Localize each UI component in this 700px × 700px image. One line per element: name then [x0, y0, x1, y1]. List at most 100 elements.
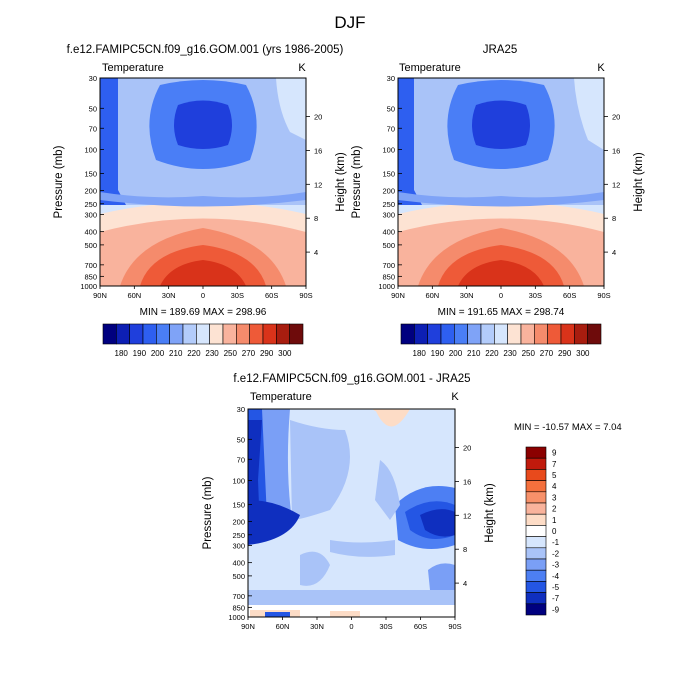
panel-reanalysis: JRA25 Temperature K 30507010015020025030…: [351, 44, 645, 358]
temperature-field: [100, 78, 306, 286]
x-tick-label: 30N: [162, 291, 176, 300]
colorbar-swatch: [222, 323, 237, 345]
colorbar-swatch: [534, 323, 548, 345]
colorbar-label: -1: [552, 538, 560, 547]
colorbar-label: 220: [187, 349, 201, 358]
colorbar-swatch: [427, 323, 442, 345]
x-tick-label: 30N: [310, 622, 324, 631]
colorbar-swatch: [156, 323, 170, 345]
temperature-field: [398, 78, 604, 286]
y-axis-label: Pressure (mb): [202, 476, 214, 549]
colorbar-label: 9: [552, 449, 557, 458]
y-tick-label: 1000: [80, 282, 97, 291]
colorbar-label: 180: [115, 349, 129, 358]
colorbar-swatch: [182, 323, 197, 345]
colorbar-swatch: [169, 323, 184, 345]
x-tick-label: 60S: [414, 622, 427, 631]
colorbar-swatch: [414, 323, 428, 345]
y-tick-label: 100: [382, 145, 395, 154]
colorbar-swatch: [560, 323, 575, 345]
colorbar-label: 290: [260, 349, 274, 358]
x-tick-label: 60N: [425, 291, 439, 300]
colorbar-label: -2: [552, 549, 560, 558]
colorbar-label: 300: [576, 349, 590, 358]
panel-model: f.e12.FAMIPC5CN.f09_g16.GOM.001 (yrs 198…: [53, 44, 347, 358]
height-tick-label: 4: [314, 248, 318, 257]
colorbar-swatch: [547, 323, 562, 345]
height-axis: 4 8 12 16 20: [604, 113, 620, 257]
y-tick-label: 850: [84, 272, 97, 281]
colorbar-swatch: [142, 323, 157, 345]
panel-title: f.e12.FAMIPC5CN.f09_g16.GOM.001 (yrs 198…: [67, 44, 344, 56]
colorbar-label: 7: [552, 460, 557, 469]
colorbar-label: -5: [552, 583, 560, 592]
y-tick-label: 850: [232, 603, 245, 612]
colorbar-swatch: [507, 323, 522, 345]
colorbar-label: 270: [540, 349, 554, 358]
panel-title: JRA25: [483, 44, 518, 56]
colorbar-label: 5: [552, 471, 557, 480]
colorbar-swatch: [525, 536, 547, 549]
colorbar-swatch: [525, 569, 547, 582]
colorbar-label: 250: [224, 349, 238, 358]
colorbar-label: 180: [413, 349, 427, 358]
height-axis: 4 8 12 16 20: [455, 444, 471, 588]
colorbar-swatch: [525, 603, 547, 616]
y-tick-label: 150: [232, 500, 245, 509]
x-tick-label: 60S: [563, 291, 576, 300]
y-tick-label: 700: [84, 261, 97, 270]
colorbar-swatch: [525, 558, 547, 571]
x-tick-label: 0: [349, 622, 353, 631]
panel-left-label: Temperature: [399, 62, 461, 74]
colorbar-swatch: [289, 323, 304, 345]
y-tick-label: 50: [387, 104, 395, 113]
colorbar-label: 200: [151, 349, 165, 358]
colorbar-label: -4: [552, 572, 560, 581]
colorbar-label: -7: [552, 594, 560, 603]
colorbar-swatch: [525, 547, 547, 560]
y-tick-label: 250: [382, 200, 395, 209]
colorbar-swatch: [236, 323, 250, 345]
colorbar-label: 290: [558, 349, 572, 358]
y-tick-label: 500: [232, 572, 245, 581]
height-axis-label: Height (km): [335, 152, 347, 212]
y-tick-label: 100: [84, 145, 97, 154]
colorbar-swatch: [587, 323, 602, 345]
colorbar-swatch: [454, 323, 468, 345]
min-max-stats: MIN = -10.57 MAX = 7.04: [514, 422, 622, 433]
x-axis: 90N 60N 30N 0 30S 60S 90S: [391, 286, 611, 300]
colorbar-label: -9: [552, 605, 560, 614]
y-tick-label: 700: [382, 261, 395, 270]
colorbar: 180 190 200 210 220 230 250 270 290 300: [102, 323, 304, 358]
height-tick-label: 8: [463, 545, 467, 554]
x-axis: 90N 60N 30N 0 30S 60S 90S: [93, 286, 313, 300]
x-tick-label: 60N: [127, 291, 141, 300]
colorbar-swatch: [480, 323, 495, 345]
colorbar-label: -3: [552, 561, 560, 570]
y-tick-label: 100: [232, 476, 245, 485]
x-tick-label: 30S: [231, 291, 244, 300]
colorbar-swatch: [574, 323, 588, 345]
colorbar: 9 7 5 4 3 2 1 0 -1 -2 -3 -4 -5 -7 -9: [525, 446, 560, 616]
y-tick-label: 300: [382, 211, 395, 220]
colorbar-swatch: [440, 323, 455, 345]
y-tick-label: 700: [232, 592, 245, 601]
x-axis: 90N 60N 30N 0 30S 60S 90S: [241, 617, 462, 631]
y-tick-label: 30: [237, 405, 245, 414]
colorbar-label: 0: [552, 527, 557, 536]
y-tick-label: 200: [232, 518, 245, 527]
colorbar-swatch: [209, 323, 224, 345]
colorbar-swatch: [129, 323, 144, 345]
colorbar-swatch: [525, 480, 547, 493]
colorbar-label: 250: [522, 349, 536, 358]
colorbar-label: 230: [205, 349, 219, 358]
x-tick-label: 30N: [460, 291, 474, 300]
x-tick-label: 90S: [299, 291, 312, 300]
height-tick-label: 16: [612, 146, 620, 155]
colorbar-swatch: [249, 323, 264, 345]
height-axis: 4 8 12 16 20: [306, 113, 322, 257]
y-tick-label: 250: [84, 200, 97, 209]
height-tick-label: 20: [612, 113, 620, 122]
